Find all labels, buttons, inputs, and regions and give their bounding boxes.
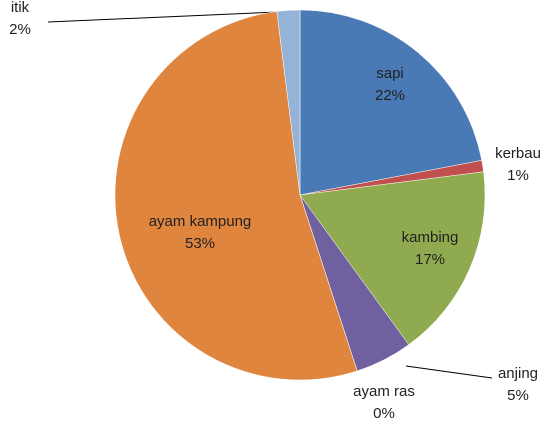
slice-value-label: 1% (507, 167, 529, 184)
slice-label: kambing (402, 229, 459, 246)
slice-label: ayam kampung (149, 213, 252, 230)
slice-value-label: 2% (9, 21, 31, 38)
pie-slice (299, 171, 486, 346)
slice-value-label: 22% (375, 87, 405, 104)
pie-slice (299, 9, 483, 196)
slice-value-label: 0% (373, 405, 395, 422)
slice-value-label: 53% (185, 235, 215, 252)
slice-label: sapi (376, 65, 404, 82)
slice-label: itik (11, 0, 30, 16)
slice-label: kerbau (495, 145, 541, 162)
slice-value-label: 5% (507, 387, 529, 404)
slice-label: anjing (498, 365, 538, 382)
leader-line (47, 11, 279, 23)
pie-slice (114, 11, 358, 381)
slice-label: ayam ras (353, 383, 415, 400)
leader-line (405, 365, 493, 379)
pie-slice (276, 9, 301, 196)
slice-value-label: 17% (415, 251, 445, 268)
